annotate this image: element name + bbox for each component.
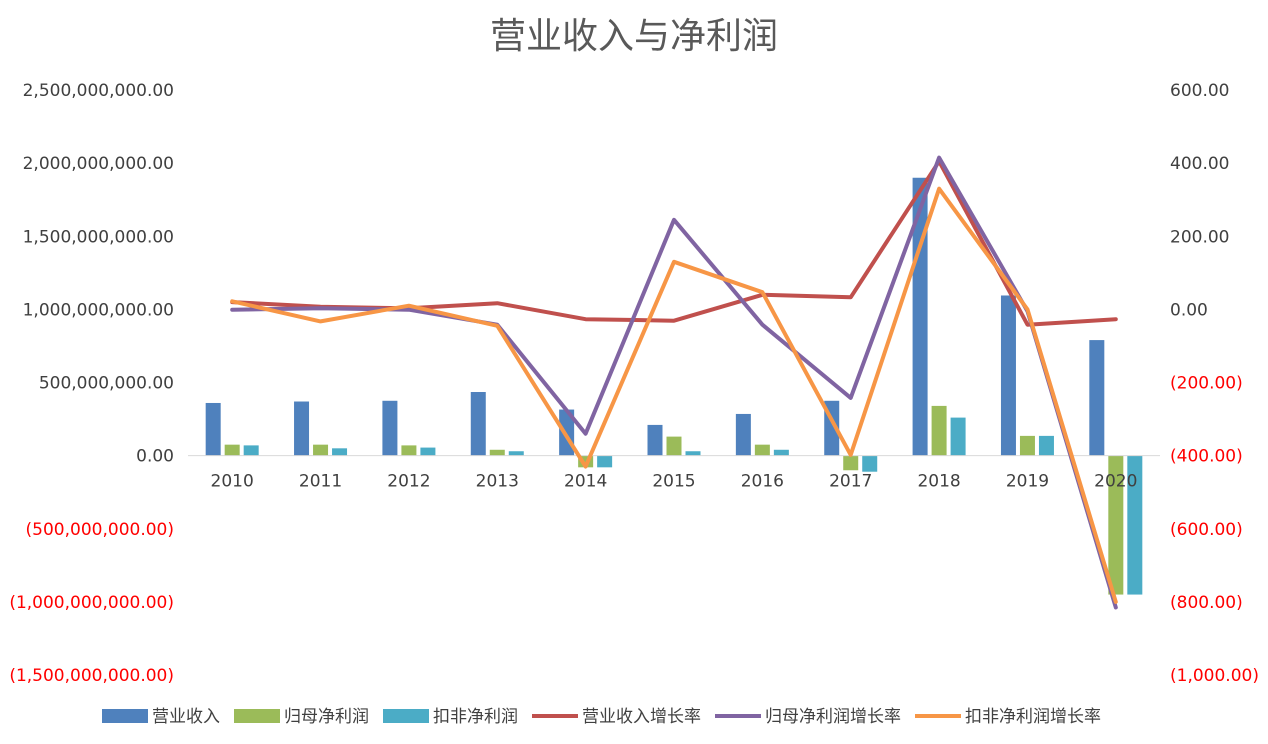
chart-title: 营业收入与净利润	[490, 16, 778, 57]
bar-2-2014	[597, 455, 613, 468]
bar-1-2011	[313, 444, 329, 456]
bar-2-2019	[1038, 435, 1054, 456]
bar-0-2015	[647, 424, 663, 456]
x-tick-label: 2018	[917, 472, 960, 492]
right-tick-label: (200.00)	[1170, 374, 1243, 394]
bar-1-2015	[666, 436, 682, 456]
x-axis: 2010 2011 2012 2013 2014 2015 2016 2017 2018 2019…	[211, 472, 1138, 492]
bar-2-2010	[243, 445, 259, 456]
legend-swatch-bar-2	[383, 709, 429, 723]
line-series-0	[230, 159, 1118, 327]
line-series-1	[230, 155, 1118, 610]
right-tick-label: 400.00	[1170, 154, 1229, 174]
legend-label-bar-1: 归母净利润	[284, 707, 369, 727]
bar-0-2012	[382, 400, 398, 456]
left-tick-label: (500,000,000.00)	[26, 520, 174, 540]
right-axis: 600.00 400.00 200.00 0.00 (200.00) (400.00) (6…	[1170, 81, 1259, 686]
bar-0-2013	[470, 392, 486, 456]
left-tick-label: 0.00	[136, 447, 174, 467]
bar-0-2016	[735, 413, 751, 456]
left-tick-label: 1,500,000,000.00	[23, 227, 174, 247]
x-tick-label: 2019	[1006, 472, 1049, 492]
legend-label-line-1: 归母净利润增长率	[765, 707, 901, 727]
x-tick-label: 2014	[564, 472, 607, 492]
left-tick-label: 2,000,000,000.00	[23, 154, 174, 174]
x-tick-label: 2016	[741, 472, 784, 492]
legend-label-bar-0: 营业收入	[152, 707, 220, 727]
bar-1-2019	[1019, 435, 1035, 456]
legend-label-bar-2: 扣非净利润	[433, 707, 518, 727]
lines-layer	[230, 155, 1118, 610]
bar-2-2015	[685, 451, 701, 456]
bar-1-2020	[1108, 455, 1124, 595]
left-tick-label: 500,000,000.00	[39, 374, 174, 394]
bar-0-2010	[205, 402, 221, 456]
bar-2-2020	[1127, 455, 1143, 595]
right-tick-label: (600.00)	[1170, 520, 1243, 540]
left-tick-label: 1,000,000,000.00	[23, 300, 174, 320]
bar-0-2018	[912, 177, 928, 456]
right-tick-label: (400.00)	[1170, 447, 1243, 467]
legend-swatch-bar-0	[102, 709, 148, 723]
legend: 营业收入 归母净利润 扣非净利润 营业收入增长率 归母净利润增长率 扣非净利润增长率	[102, 707, 1101, 727]
x-tick-label: 2017	[829, 472, 872, 492]
bar-1-2016	[754, 444, 770, 456]
legend-label-line-0: 营业收入增长率	[582, 707, 701, 727]
right-tick-label: 0.00	[1170, 300, 1208, 320]
bar-1-2018	[931, 405, 947, 456]
x-tick-label: 2010	[211, 472, 254, 492]
bar-1-2013	[489, 449, 505, 456]
left-tick-label: (1,500,000,000.00)	[9, 666, 174, 686]
bar-2-2011	[332, 448, 348, 456]
bar-0-2020	[1089, 340, 1105, 456]
x-tick-label: 2011	[299, 472, 342, 492]
bar-1-2017	[843, 455, 859, 471]
x-tick-label: 2020	[1094, 472, 1137, 492]
bar-2-2018	[950, 417, 966, 456]
legend-label-line-2: 扣非净利润增长率	[965, 707, 1101, 727]
bar-0-2019	[1000, 295, 1016, 456]
bars-layer	[205, 177, 1143, 595]
bar-2-2013	[508, 451, 524, 456]
x-tick-label: 2013	[476, 472, 519, 492]
bar-0-2011	[294, 401, 310, 456]
bar-1-2010	[224, 444, 240, 456]
left-axis: 2,500,000,000.00 2,000,000,000.00 1,500,00…	[9, 81, 174, 686]
right-tick-label: (800.00)	[1170, 593, 1243, 613]
line-series-2	[230, 186, 1118, 604]
bar-2-2017	[862, 455, 878, 472]
legend-swatch-bar-1	[234, 709, 280, 723]
right-tick-label: 200.00	[1170, 227, 1229, 247]
right-tick-label: (1,000.00)	[1170, 666, 1259, 686]
bar-1-2012	[401, 445, 417, 456]
x-tick-label: 2012	[387, 472, 430, 492]
bar-2-2012	[420, 447, 436, 456]
left-tick-label: 2,500,000,000.00	[23, 81, 174, 101]
left-tick-label: (1,000,000,000.00)	[9, 593, 174, 613]
bar-2-2016	[773, 449, 789, 456]
x-tick-label: 2015	[652, 472, 695, 492]
right-tick-label: 600.00	[1170, 81, 1229, 101]
